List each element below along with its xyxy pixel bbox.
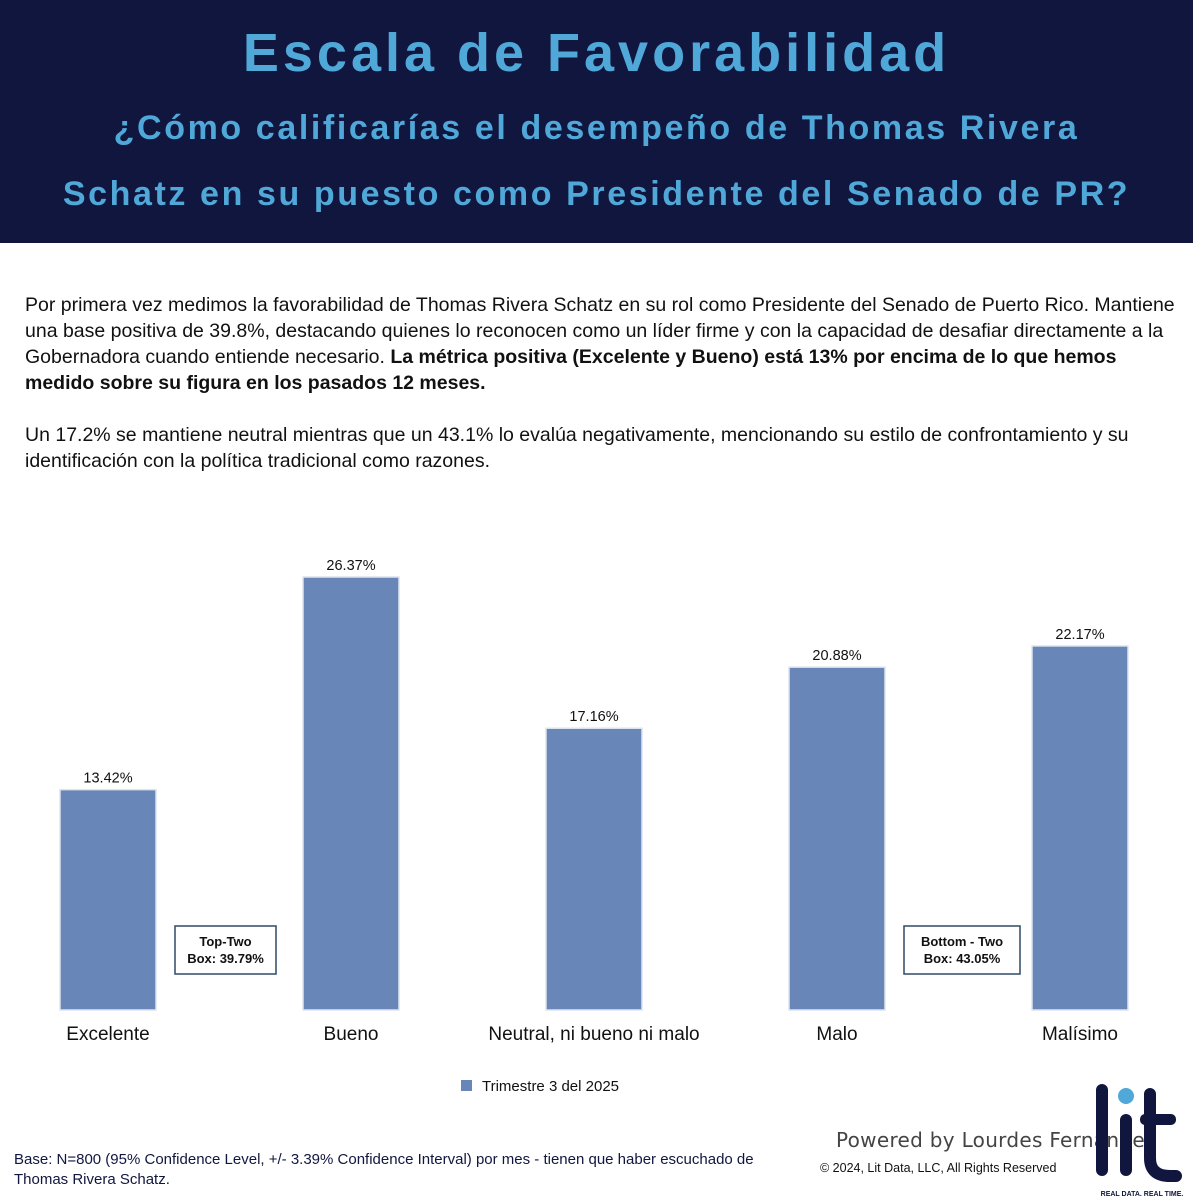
annotation-box-1: Bottom - Two Box: 43.05%	[903, 925, 1021, 975]
data-label-0: 13.42%	[83, 771, 132, 787]
annotation-border-0	[174, 925, 277, 975]
legend-swatch	[461, 1080, 472, 1091]
bar-1	[302, 576, 400, 1011]
bar-0	[59, 788, 157, 1011]
header-banner: Escala de Favorabilidad ¿Cómo calificarí…	[0, 0, 1193, 243]
annotation-line2-0: Box: 39.79%	[187, 951, 264, 966]
legend: Trimestre 3 del 2025	[461, 1078, 619, 1095]
paragraph-1-plain: Por primera vez medimos la favorabilidad…	[25, 294, 1175, 368]
data-labels: 13.42% 26.37% 17.16% 20.88% 22.17%	[83, 558, 1104, 787]
data-label-3: 20.88%	[812, 648, 861, 664]
tick-label-0: Excelente	[66, 1024, 149, 1045]
annotation-border-1	[903, 925, 1021, 975]
logo-tagline: REAL DATA. REAL TIME.	[1101, 1191, 1184, 1198]
legend-label: Trimestre 3 del 2025	[482, 1078, 619, 1095]
base-note: Base: N=800 (95% Confidence Level, +/- 3…	[14, 1151, 754, 1188]
bar-4	[1031, 645, 1129, 1011]
data-label-2: 17.16%	[569, 709, 618, 725]
chart-title: Escala de Favorabilidad	[242, 23, 951, 83]
tick-label-2: Neutral, ni bueno ni malo	[488, 1024, 699, 1045]
paragraph-1: Por primera vez medimos la favorabilidad…	[25, 292, 1175, 396]
chart-subtitle-line2: Schatz en su puesto como Presidente del …	[62, 175, 1131, 213]
description-text: Por primera vez medimos la favorabilidad…	[25, 292, 1175, 500]
annotations: Top-Two Box: 39.79% Bottom - Two Box: 43.05…	[174, 925, 1021, 975]
bar-2	[545, 727, 643, 1011]
tick-label-1: Bueno	[324, 1024, 379, 1045]
paragraph-2: Un 17.2% se mantiene neutral mientras qu…	[25, 424, 1129, 472]
data-label-4: 22.17%	[1055, 627, 1104, 643]
chart-subtitle-line1: ¿Cómo calificarías el desempeño de Thoma…	[113, 109, 1080, 147]
bars	[59, 576, 1129, 1011]
paragraph-1-bold: La métrica positiva (Excelente y Bueno) …	[25, 346, 1117, 394]
annotation-line1-0: Top-Two	[199, 934, 251, 949]
bar-3	[788, 666, 886, 1011]
annotation-line2-1: Box: 43.05%	[924, 951, 1001, 966]
lit-logo-icon: REAL DATA. REAL TIME.	[1096, 1084, 1184, 1198]
bar-chart: 13.42% 26.37% 17.16% 20.88% 22.17% Excelente…	[59, 558, 1129, 1095]
copyright-text: © 2024, Lit Data, LLC, All Rights Reserv…	[820, 1161, 1057, 1175]
x-axis-tick-labels: Excelente Bueno Neutral, ni bueno ni malo M…	[66, 1024, 1118, 1045]
data-label-1: 26.37%	[326, 558, 375, 574]
tick-label-3: Malo	[816, 1024, 857, 1045]
annotation-box-0: Top-Two Box: 39.79%	[174, 925, 277, 975]
annotation-line1-1: Bottom - Two	[921, 934, 1003, 949]
tick-label-4: Malísimo	[1042, 1024, 1118, 1045]
